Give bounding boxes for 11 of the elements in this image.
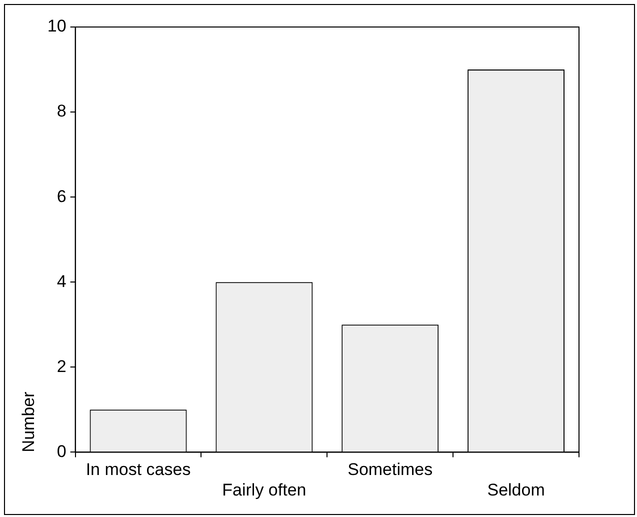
x-tick-label: Fairly often [222, 480, 306, 500]
y-axis-title: Number [18, 391, 38, 452]
x-tick-label: Seldom [487, 480, 545, 500]
y-tick-label: 2 [56, 356, 66, 376]
y-tick-label: 10 [47, 16, 66, 36]
y-tick-label: 6 [56, 186, 66, 206]
y-tick-label: 4 [56, 272, 66, 291]
x-tick-label: Sometimes [348, 460, 433, 480]
x-tick-label: In most cases [86, 460, 191, 480]
y-tick-label: 0 [56, 442, 66, 461]
y-tick-label: 8 [56, 102, 66, 121]
